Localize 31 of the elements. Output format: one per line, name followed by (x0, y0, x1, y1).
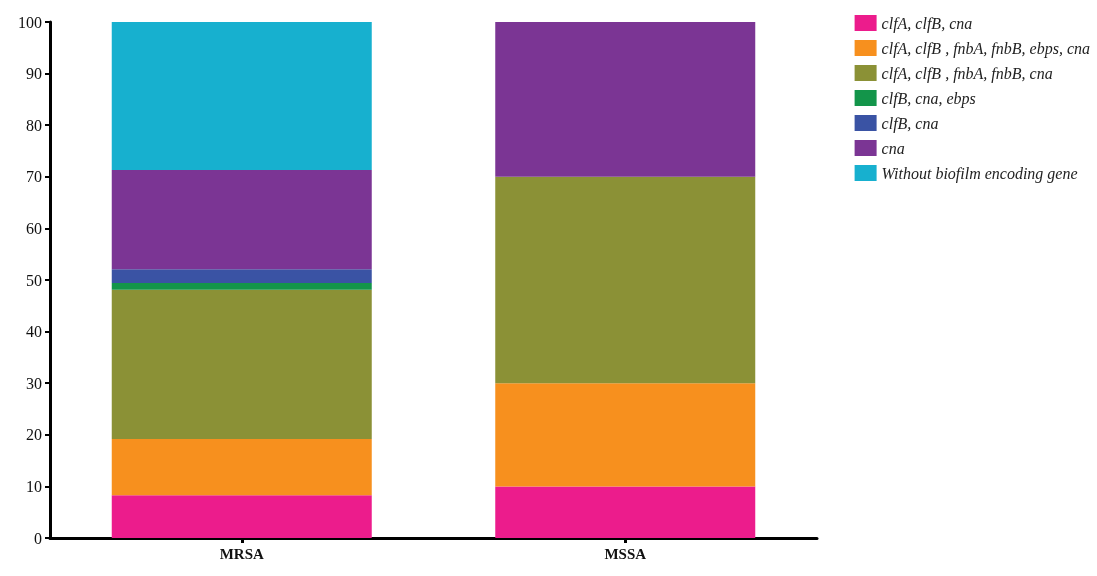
bar (111, 495, 372, 538)
bar (111, 22, 372, 171)
legend-label: clfB, cna, ebps (881, 89, 976, 108)
legend-label: clfA, clfB , fnbA, fnbB, cna (881, 64, 1053, 83)
legend-label: clfA, clfB, cna (881, 14, 973, 33)
legend-label: Without biofilm encoding gene (881, 164, 1078, 183)
legend-label: cna (881, 139, 905, 157)
bar (111, 438, 372, 496)
y-tick-label: 40 (26, 323, 42, 341)
legend-label: clfA, clfB , fnbA, fnbB, ebps, cna (881, 39, 1091, 58)
y-tick-label: 0 (34, 529, 42, 547)
y-tick-label: 80 (26, 116, 42, 134)
bar (495, 22, 756, 177)
legend-label: clfB, cna (881, 114, 939, 133)
y-tick-label: 60 (26, 219, 42, 237)
bar (111, 289, 372, 439)
bar (111, 170, 372, 270)
x-tick-label: MSSA (604, 545, 647, 562)
bar (495, 486, 756, 538)
y-tick-label: 10 (26, 477, 42, 495)
y-tick-label: 20 (26, 426, 42, 444)
bar (111, 269, 372, 284)
bar (495, 383, 756, 487)
x-tick-label: MRSA (219, 545, 264, 562)
y-tick-label: 50 (26, 271, 42, 289)
bar (495, 176, 756, 384)
y-tick-label: 100 (18, 13, 42, 31)
y-tick-label: 70 (26, 168, 42, 186)
y-tick-label: 30 (26, 374, 42, 392)
bar (111, 283, 372, 290)
y-tick-label: 90 (26, 65, 42, 83)
